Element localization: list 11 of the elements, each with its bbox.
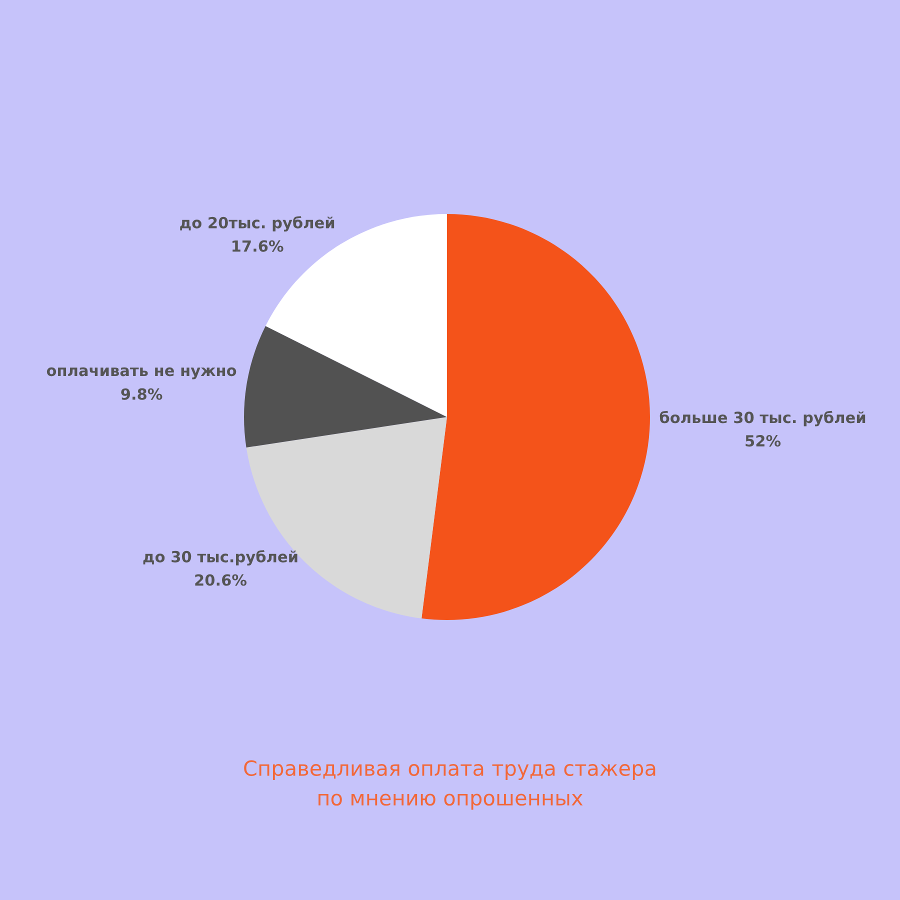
slice-label: больше 30 тыс. рублей (660, 410, 866, 426)
pie-slice (422, 214, 650, 620)
data-label: 20.6% (195, 574, 247, 586)
text: Справедливая оплата труда стажера по мнению опрошенных (244, 760, 656, 810)
data-label: 17.6% (232, 240, 284, 252)
slice-label: до 30 тыс.рублей (143, 550, 298, 566)
slice-label: оплачивать не нужно (46, 367, 236, 380)
pie-slice (244, 326, 447, 448)
slice-label: до 20тыс. рублей (180, 216, 334, 232)
data-label: 52% (746, 435, 781, 447)
data-label: 9.8% (121, 388, 162, 400)
